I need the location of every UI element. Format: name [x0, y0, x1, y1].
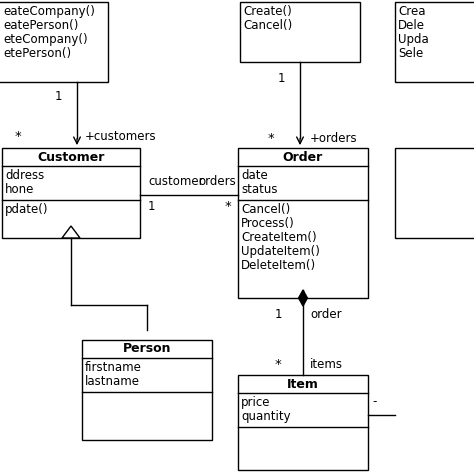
Text: *: *	[225, 200, 232, 213]
Text: Sele: Sele	[398, 47, 423, 60]
Text: Cancel(): Cancel()	[243, 19, 292, 32]
Text: -: -	[372, 395, 376, 408]
Bar	[395, 2, 474, 82]
Bar	[82, 340, 212, 440]
Text: lastname: lastname	[85, 375, 140, 388]
Text: customer: customer	[148, 175, 204, 188]
Bar	[240, 2, 360, 62]
Text: eteCompany(): eteCompany()	[3, 33, 88, 46]
Bar	[0, 2, 108, 82]
Text: price: price	[241, 396, 271, 409]
Text: ddress: ddress	[5, 169, 44, 182]
Text: quantity: quantity	[241, 410, 291, 423]
Bar	[238, 375, 368, 470]
Text: items: items	[310, 358, 343, 371]
Bar	[238, 148, 368, 298]
Text: UpdateItem(): UpdateItem()	[241, 245, 320, 258]
Text: Item: Item	[287, 377, 319, 391]
Text: eateCompany(): eateCompany()	[3, 5, 95, 18]
Text: 1: 1	[278, 72, 285, 85]
Text: date: date	[241, 169, 268, 182]
Text: *: *	[275, 358, 282, 371]
Text: order: order	[310, 308, 342, 321]
Bar	[395, 148, 474, 238]
Text: Upda: Upda	[398, 33, 429, 46]
Text: +customers: +customers	[85, 130, 156, 143]
Text: 1: 1	[148, 200, 155, 213]
Bar	[2, 148, 140, 238]
Text: *: *	[15, 130, 22, 143]
Text: 1: 1	[275, 308, 283, 321]
Text: Dele: Dele	[398, 19, 425, 32]
Text: +orders: +orders	[310, 132, 357, 145]
Text: Create(): Create()	[243, 5, 292, 18]
Text: etePerson(): etePerson()	[3, 47, 71, 60]
Polygon shape	[299, 290, 308, 306]
Text: orders: orders	[198, 175, 236, 188]
Text: 1: 1	[55, 90, 63, 103]
Text: firstname: firstname	[85, 361, 142, 374]
Text: Process(): Process()	[241, 217, 295, 230]
Text: eatePerson(): eatePerson()	[3, 19, 78, 32]
Text: CreateItem(): CreateItem()	[241, 231, 317, 244]
Text: Customer: Customer	[37, 151, 105, 164]
Polygon shape	[62, 226, 80, 238]
Text: hone: hone	[5, 183, 35, 196]
Text: Order: Order	[283, 151, 323, 164]
Text: Crea: Crea	[398, 5, 426, 18]
Text: DeleteItem(): DeleteItem()	[241, 259, 316, 272]
Text: *: *	[268, 132, 275, 145]
Text: pdate(): pdate()	[5, 203, 48, 216]
Text: status: status	[241, 183, 277, 196]
Text: Cancel(): Cancel()	[241, 203, 290, 216]
Text: Person: Person	[123, 343, 171, 356]
